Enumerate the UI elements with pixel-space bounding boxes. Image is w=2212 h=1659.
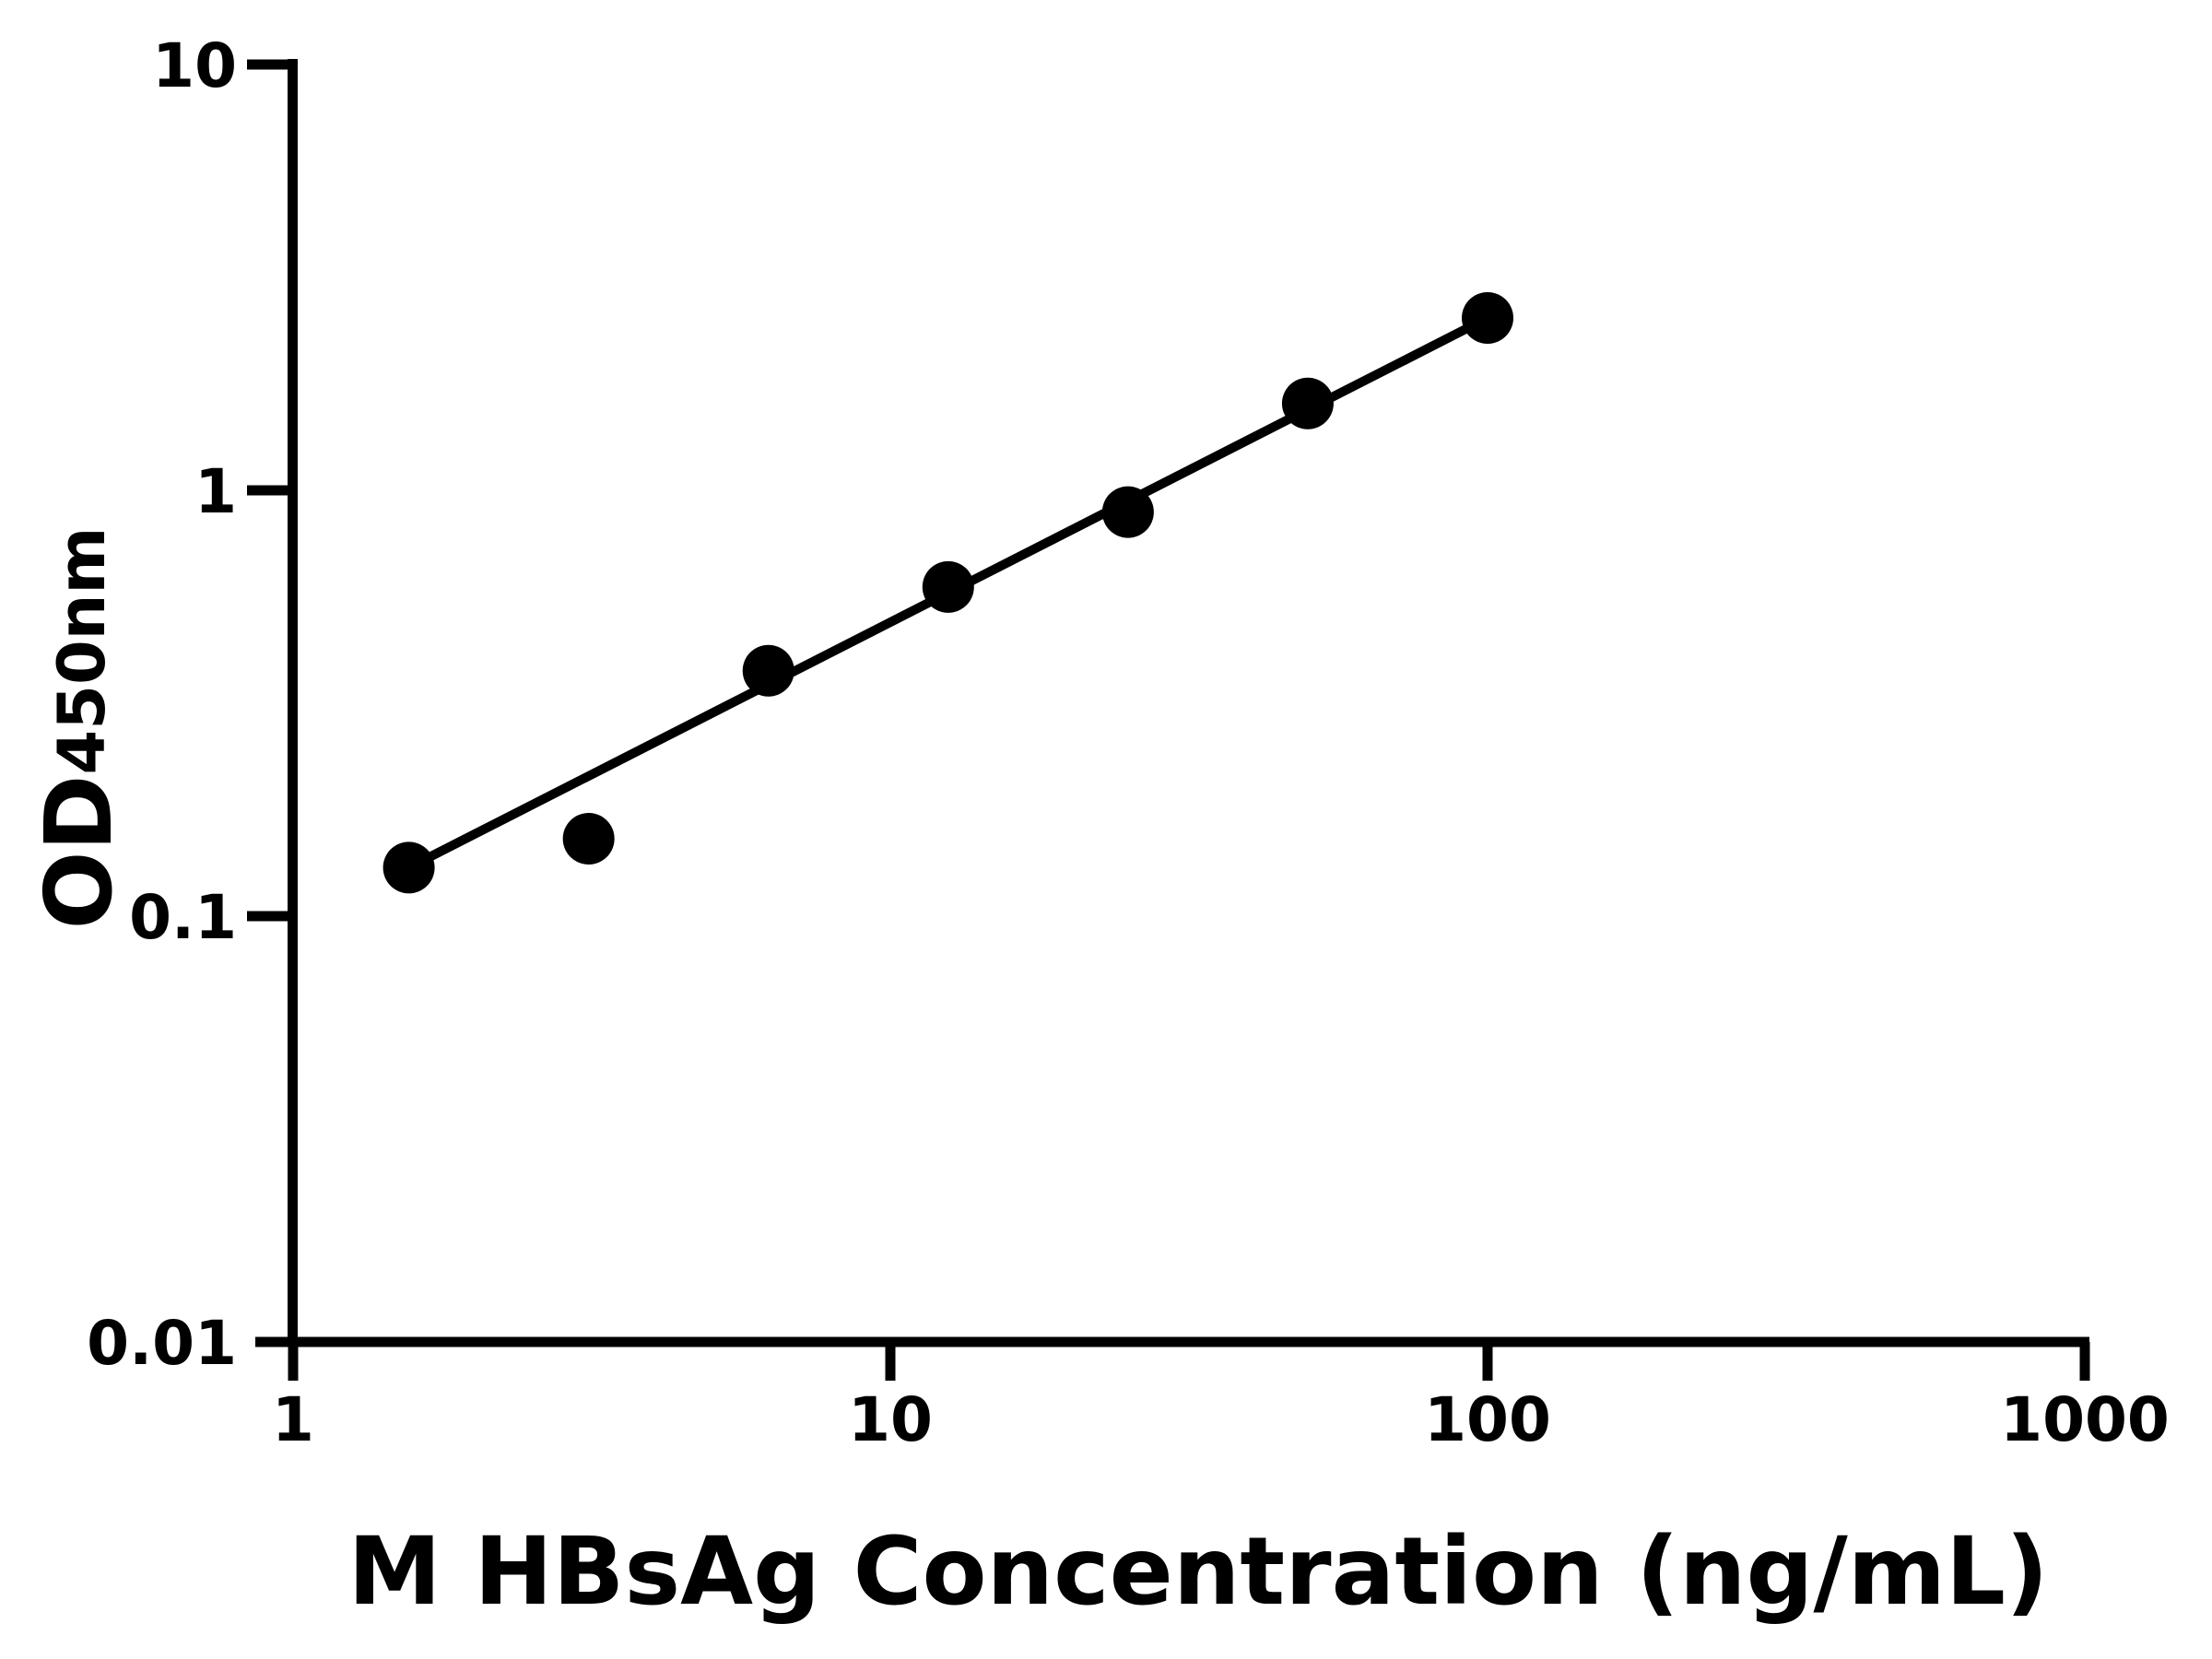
data-series-layer xyxy=(382,291,1513,894)
y-axis-title-subscript: 450nm xyxy=(44,527,120,775)
y-axis-title: OD450nm xyxy=(25,527,133,930)
y-axis-title-main: OD xyxy=(25,774,133,929)
x-axis-line xyxy=(255,1336,2089,1347)
data-point-4 xyxy=(922,560,974,613)
x-tick-label-1000: 1000 xyxy=(2000,1384,2170,1455)
y-axis-tick-0.1 xyxy=(247,911,288,922)
x-axis-tick-1000 xyxy=(2079,1342,2090,1381)
y-axis-line xyxy=(288,59,298,1347)
y-tick-label-0.1: 0.1 xyxy=(129,882,237,953)
x-tick-label-1: 1 xyxy=(272,1384,314,1455)
data-point-6 xyxy=(1281,377,1334,429)
x-axis-tick-100 xyxy=(1482,1342,1493,1381)
data-point-3 xyxy=(742,644,794,697)
data-point-7 xyxy=(1462,291,1513,344)
axes-layer: 10 1 0.1 0.01 1 10 100 1000 xyxy=(87,30,2170,1455)
x-axis-tick-10 xyxy=(885,1342,896,1381)
x-tick-label-100: 100 xyxy=(1424,1384,1551,1455)
data-point-2 xyxy=(562,812,615,865)
data-point-1 xyxy=(382,841,435,894)
x-axis-tick-1 xyxy=(288,1342,299,1381)
y-tick-label-1: 1 xyxy=(194,456,237,527)
x-axis-title: M HBsAg Concentration (ng/mL) xyxy=(347,1517,2048,1627)
y-tick-label-0.01: 0.01 xyxy=(87,1308,237,1379)
y-tick-label-10: 10 xyxy=(152,30,237,101)
y-axis-tick-1 xyxy=(247,485,288,496)
data-point-5 xyxy=(1101,486,1154,538)
x-tick-label-10: 10 xyxy=(848,1384,933,1455)
y-axis-tick-10 xyxy=(247,59,288,70)
